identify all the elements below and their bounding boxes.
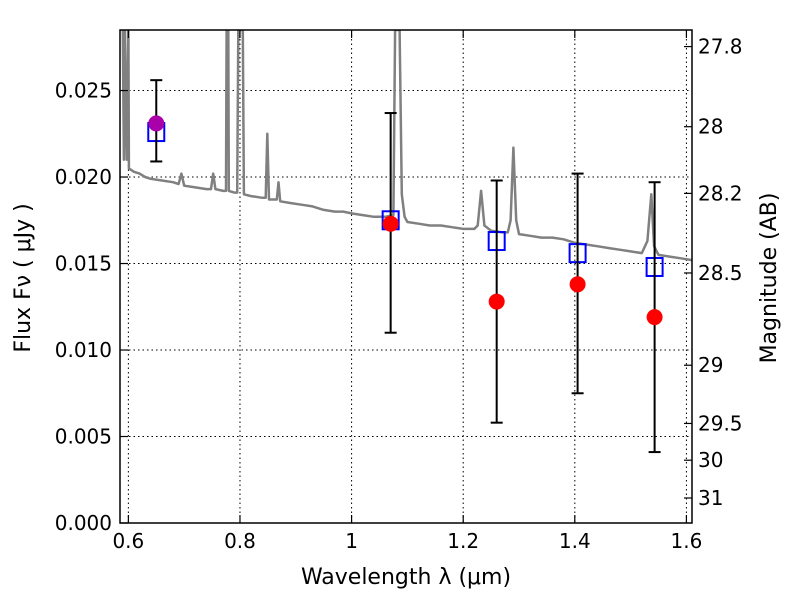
x-tick-label: 0.6	[112, 529, 144, 553]
x-tick-label: 1	[345, 529, 358, 553]
spectrum-line	[121, 30, 692, 262]
y-tick-label: 0.020	[55, 165, 112, 189]
x-tick-label: 0.8	[224, 529, 256, 553]
observed-flux-point	[148, 115, 165, 132]
right-tick-label: 31	[698, 486, 723, 510]
observed-flux-point	[488, 293, 505, 310]
y-tick-label: 0.010	[55, 338, 112, 362]
right-tick-label: 28	[698, 115, 723, 139]
x-tick-label: 1.2	[447, 529, 479, 553]
y-tick-label: 0.015	[55, 252, 112, 276]
y-tick-label: 0.000	[55, 511, 112, 535]
x-tick-label: 1.6	[671, 529, 703, 553]
y-tick-label: 0.025	[55, 79, 112, 103]
x-tick-label: 1.4	[559, 529, 591, 553]
y-axis-right-label: Magnitude (AB)	[757, 193, 782, 364]
grid	[120, 30, 692, 523]
x-axis-label: Wavelength λ (μm)	[301, 565, 511, 590]
observed-flux-point	[646, 309, 663, 326]
y-tick-label: 0.005	[55, 425, 112, 449]
right-tick-label: 27.8	[698, 35, 743, 59]
right-tick-label: 29	[698, 353, 723, 377]
y-axis-label: Flux Fν ( μJy )	[11, 203, 36, 352]
right-tick-label: 29.5	[698, 411, 743, 435]
observed-flux-point	[569, 276, 586, 293]
right-tick-label: 28.5	[698, 261, 743, 285]
plot-border	[119, 29, 693, 524]
right-tick-label: 28.2	[698, 181, 743, 205]
axes-frame	[119, 29, 693, 524]
observed-flux-point	[382, 215, 399, 232]
right-tick-label: 30	[698, 448, 723, 472]
ticks: 0.6 0.8 1 1.2 1.4 1.6 0.000 0.005 0.010 0.015 0.02…	[55, 30, 743, 553]
